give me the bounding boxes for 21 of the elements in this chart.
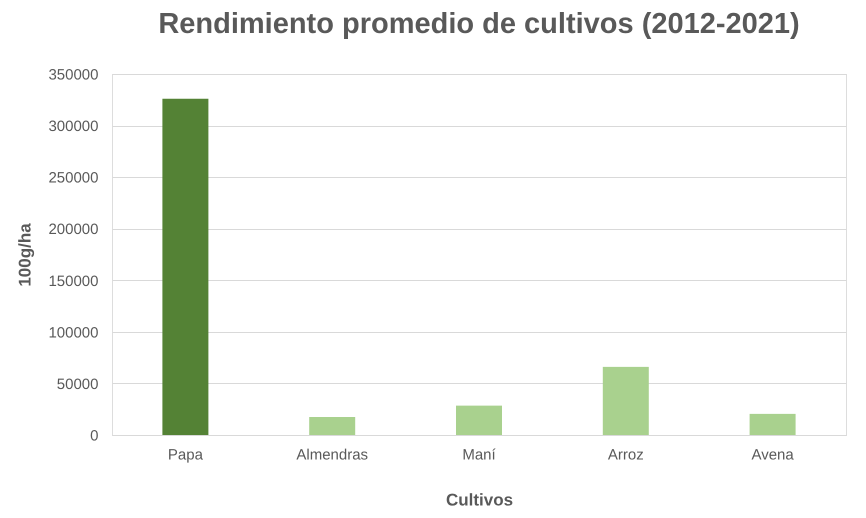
y-tick-label: 350000 bbox=[48, 66, 98, 84]
y-axis-title: 100g/ha bbox=[15, 222, 34, 287]
y-tick-label: 300000 bbox=[48, 118, 98, 136]
x-axis-title: Cultivos bbox=[446, 490, 514, 510]
bar bbox=[456, 406, 502, 435]
bar bbox=[162, 98, 208, 435]
y-tick-label: 100000 bbox=[48, 324, 98, 342]
x-tick-label: Almendras bbox=[296, 446, 368, 464]
x-tick-label: Avena bbox=[751, 446, 794, 464]
x-tick-label: Arroz bbox=[608, 446, 644, 464]
chart-title: Rendimiento promedio de cultivos (2012-2021) bbox=[158, 8, 800, 40]
bar bbox=[309, 416, 356, 435]
y-tick-label: 0 bbox=[90, 428, 98, 444]
y-tick-label: 50000 bbox=[56, 376, 98, 393]
bar bbox=[602, 366, 649, 435]
y-tick-label: 250000 bbox=[48, 170, 98, 187]
y-tick-label: 150000 bbox=[48, 272, 98, 290]
x-tick-label: Maní bbox=[462, 446, 496, 464]
bar bbox=[750, 414, 796, 435]
y-tick-label: 200000 bbox=[48, 221, 98, 238]
x-tick-label: Papa bbox=[168, 446, 204, 464]
